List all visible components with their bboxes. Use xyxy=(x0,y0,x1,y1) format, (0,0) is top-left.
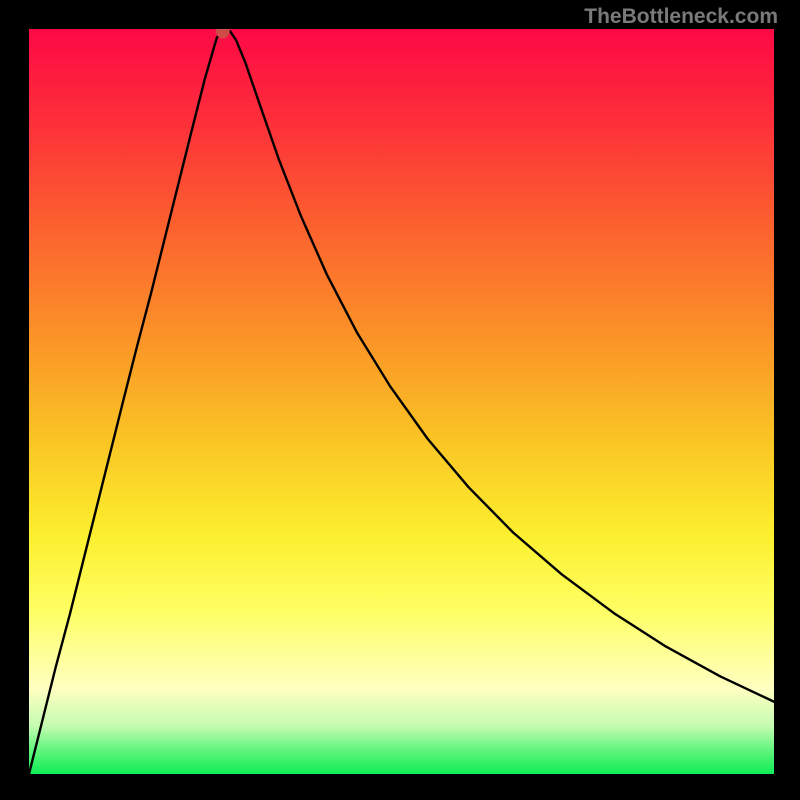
watermark-text: TheBottleneck.com xyxy=(584,5,778,29)
plot-area xyxy=(29,29,774,774)
bottleneck-curve-layer xyxy=(29,29,774,774)
bottleneck-curve xyxy=(29,30,774,774)
chart-frame: TheBottleneck.com xyxy=(0,0,800,800)
